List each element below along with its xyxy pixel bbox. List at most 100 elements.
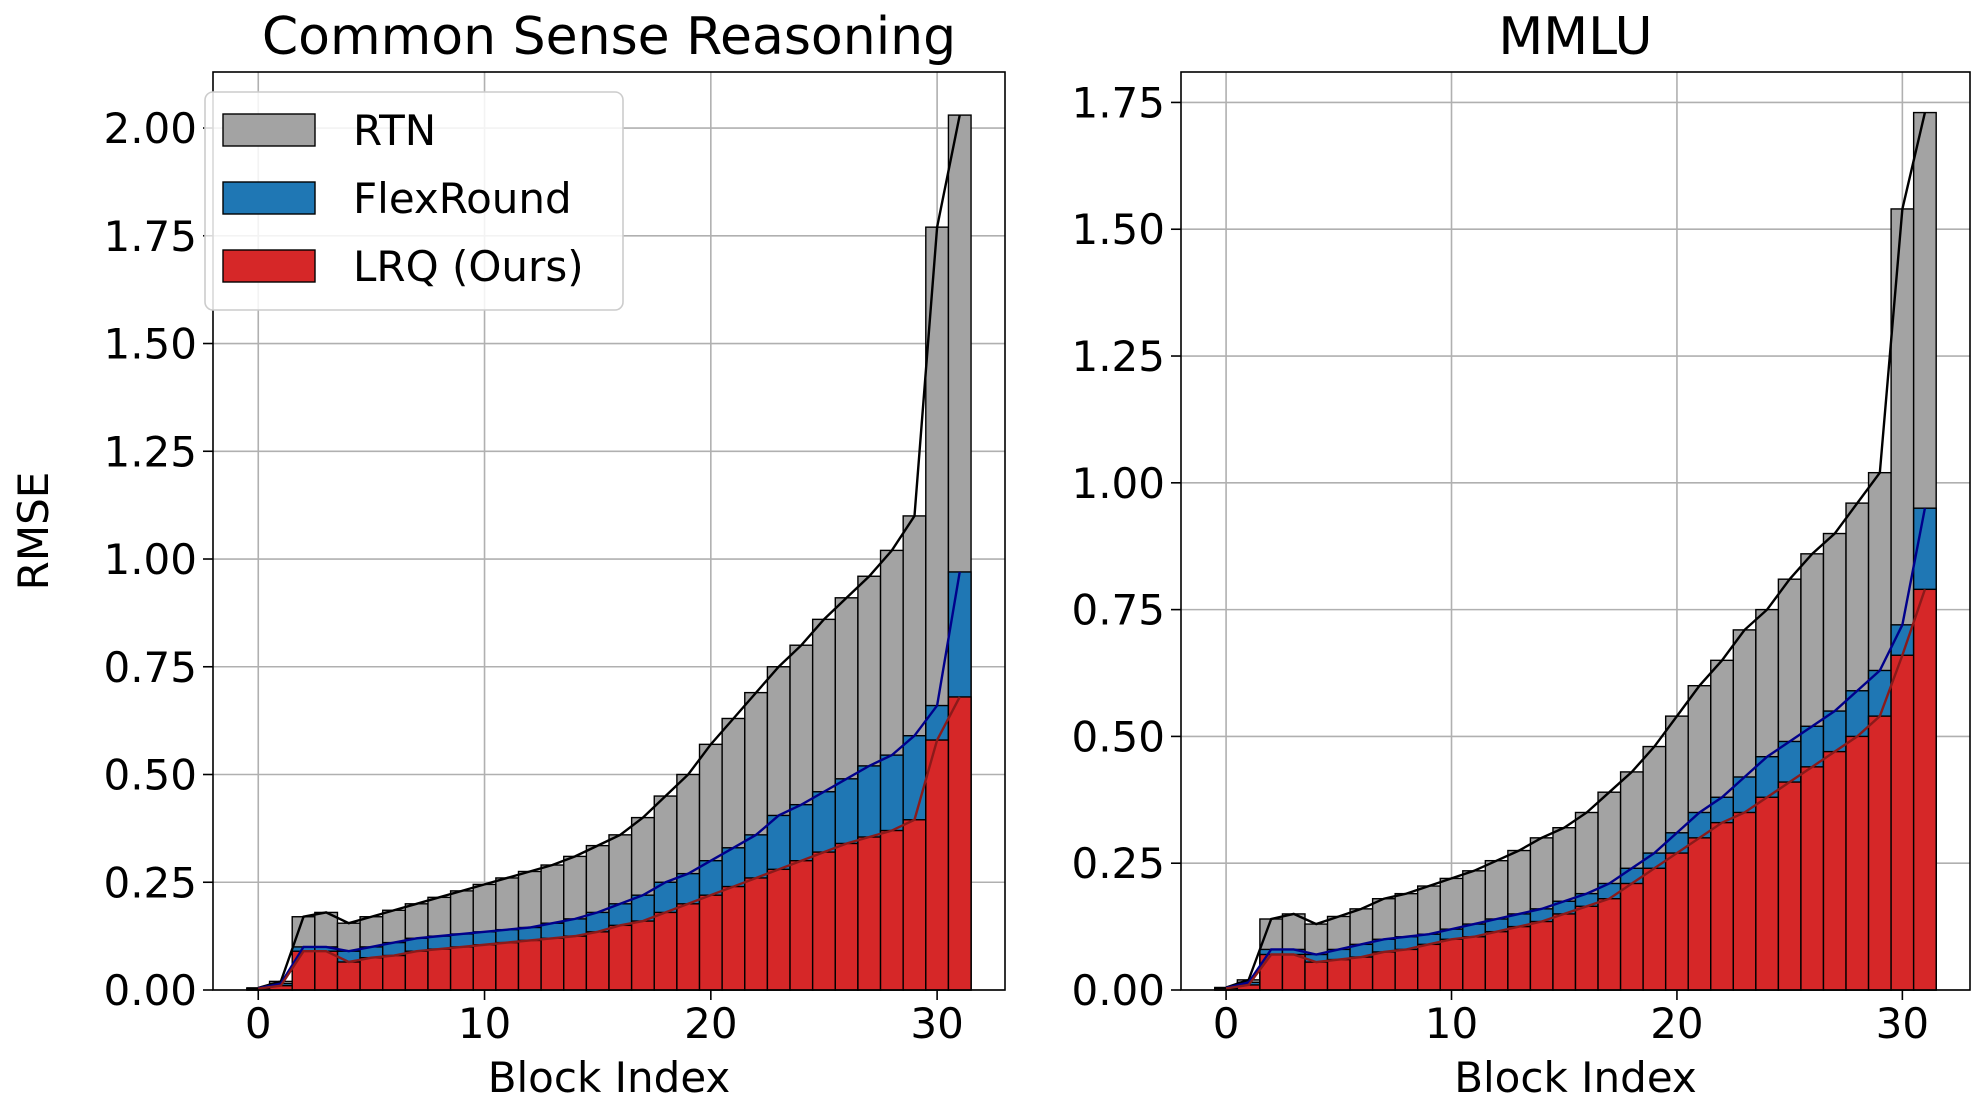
y-tick-label: 1.00 xyxy=(1071,459,1165,508)
bar xyxy=(585,931,610,991)
y-tick-label: 1.75 xyxy=(103,212,197,261)
y-tick-label: 1.25 xyxy=(103,427,197,476)
bar xyxy=(1529,920,1554,991)
bar xyxy=(630,920,655,991)
series-line xyxy=(1225,112,1927,989)
bar xyxy=(879,829,904,991)
bar xyxy=(472,944,497,991)
y-tick-label: 0.25 xyxy=(103,858,197,907)
x-tick-label: 20 xyxy=(1650,999,1703,1048)
y-tick-label: 2.00 xyxy=(103,104,197,153)
bar xyxy=(947,696,972,991)
series-line xyxy=(1225,588,1927,990)
bar xyxy=(1326,958,1351,991)
plot-frame xyxy=(212,71,1006,991)
y-tick-label: 0.50 xyxy=(1071,712,1165,761)
bar xyxy=(1552,913,1577,991)
chart-panel-2: 0 10 20 30 0.00 0.25 0.50 0.75 1.00 1.25 1.50 1.75 M… xyxy=(1071,7,1971,1102)
series-lrq-ours xyxy=(1214,588,1937,991)
y-tick-label: 0.25 xyxy=(1071,839,1165,888)
bar xyxy=(1867,715,1892,991)
y-tick-label: 0.00 xyxy=(1071,966,1165,1015)
y-tick-label: 1.75 xyxy=(1071,78,1165,127)
legend-swatch xyxy=(222,181,316,215)
y-tick-label: 1.00 xyxy=(103,535,197,584)
bar xyxy=(563,935,588,991)
bar xyxy=(404,950,429,991)
bar xyxy=(653,911,678,991)
bar xyxy=(902,819,927,991)
legend: RTN FlexRound LRQ (Ours) xyxy=(204,91,624,311)
x-tick-label: 30 xyxy=(910,999,963,1048)
bar xyxy=(1800,766,1825,991)
chart-panel-1: 0 10 20 30 0.00 0.25 0.50 0.75 1.00 1.25 1.50 1.75 2… xyxy=(9,7,1006,1102)
x-tick-label: 10 xyxy=(1425,999,1478,1048)
bar xyxy=(1462,936,1487,991)
legend-label: FlexRound xyxy=(353,174,572,223)
y-tick-label: 0.75 xyxy=(103,643,197,692)
bar xyxy=(1710,821,1735,991)
y-tick-label: 0.75 xyxy=(1071,586,1165,635)
legend-swatch xyxy=(222,113,316,147)
bar xyxy=(1281,953,1306,991)
bar xyxy=(925,739,950,991)
x-tick-label: 0 xyxy=(1213,999,1240,1048)
bar xyxy=(744,877,769,991)
bar xyxy=(1304,961,1329,991)
bar xyxy=(608,924,633,991)
bar xyxy=(1416,943,1441,991)
chart-title: Common Sense Reasoning xyxy=(262,7,956,67)
bar xyxy=(291,950,316,991)
bar xyxy=(766,868,791,991)
bar xyxy=(1732,811,1757,991)
bar xyxy=(721,885,746,991)
bar xyxy=(1912,588,1937,991)
bar xyxy=(1845,735,1870,991)
bar xyxy=(314,950,339,991)
bar xyxy=(382,954,407,991)
series-line xyxy=(258,696,961,990)
x-tick-label: 20 xyxy=(684,999,737,1048)
bar xyxy=(1394,948,1419,991)
bar xyxy=(1439,938,1464,991)
bar xyxy=(1349,956,1374,991)
legend-swatch xyxy=(222,249,316,283)
y-tick-label: 1.50 xyxy=(1071,205,1165,254)
bar xyxy=(1597,898,1622,991)
x-tick-label: 0 xyxy=(245,999,272,1048)
bar xyxy=(676,903,701,991)
series-line xyxy=(258,571,961,990)
bar xyxy=(1371,951,1396,991)
bar xyxy=(1507,925,1532,991)
bar xyxy=(789,860,814,991)
bar xyxy=(1619,882,1644,991)
y-tick-label: 0.00 xyxy=(103,966,197,1015)
bar xyxy=(449,946,474,991)
bar xyxy=(1664,852,1689,991)
bar xyxy=(1642,867,1667,991)
bar xyxy=(427,948,452,991)
x-axis-label: Block Index xyxy=(1454,1053,1697,1102)
bar xyxy=(495,941,520,991)
bar xyxy=(1822,750,1847,991)
bar xyxy=(517,939,542,991)
bar xyxy=(857,836,882,991)
series-line xyxy=(257,114,961,989)
bar xyxy=(1777,781,1802,991)
bar xyxy=(1687,837,1712,991)
legend-label: RTN xyxy=(353,106,436,155)
series-line xyxy=(1225,507,1927,990)
x-tick-label: 30 xyxy=(1876,999,1929,1048)
bar xyxy=(834,842,859,991)
bar xyxy=(1755,796,1780,991)
bar xyxy=(1890,654,1915,991)
bar xyxy=(540,937,565,991)
y-tick-label: 1.25 xyxy=(1071,332,1165,381)
x-tick-label: 10 xyxy=(458,999,511,1048)
x-axis-label: Block Index xyxy=(488,1053,731,1102)
bar xyxy=(698,894,723,991)
chart-title: MMLU xyxy=(1498,7,1652,67)
bar xyxy=(1484,930,1509,991)
plot-frame xyxy=(1180,71,1971,991)
